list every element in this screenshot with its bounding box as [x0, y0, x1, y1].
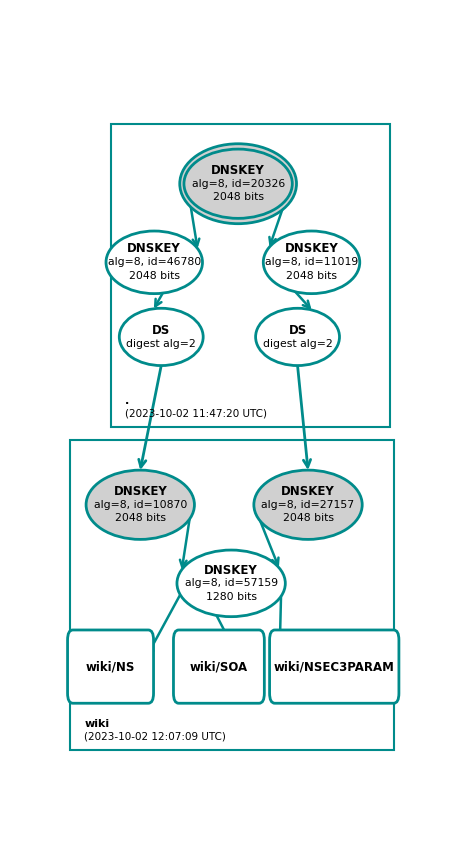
- Text: DS: DS: [152, 324, 170, 336]
- Text: 2048 bits: 2048 bits: [115, 513, 166, 523]
- FancyBboxPatch shape: [270, 630, 399, 703]
- Text: alg=8, id=27157: alg=8, id=27157: [262, 500, 354, 509]
- FancyBboxPatch shape: [68, 630, 153, 703]
- Text: alg=8, id=46780: alg=8, id=46780: [108, 257, 201, 267]
- Text: DNSKEY: DNSKEY: [204, 563, 258, 577]
- Ellipse shape: [119, 308, 203, 366]
- Text: DS: DS: [289, 324, 307, 336]
- Ellipse shape: [184, 149, 292, 218]
- Text: DNSKEY: DNSKEY: [281, 485, 335, 498]
- Text: (2023-10-02 12:07:09 UTC): (2023-10-02 12:07:09 UTC): [84, 732, 226, 742]
- Ellipse shape: [177, 550, 285, 617]
- Ellipse shape: [254, 471, 362, 540]
- Ellipse shape: [256, 308, 340, 366]
- Ellipse shape: [263, 231, 360, 293]
- Text: .: .: [124, 395, 129, 406]
- Text: 1280 bits: 1280 bits: [206, 592, 257, 602]
- Text: 2048 bits: 2048 bits: [286, 271, 337, 280]
- Text: wiki/NS: wiki/NS: [86, 660, 135, 673]
- Text: alg=8, id=57159: alg=8, id=57159: [184, 579, 278, 588]
- Text: alg=8, id=11019: alg=8, id=11019: [265, 257, 358, 267]
- Text: digest alg=2: digest alg=2: [126, 338, 196, 349]
- Text: wiki/NSEC3PARAM: wiki/NSEC3PARAM: [274, 660, 395, 673]
- Text: (2023-10-02 11:47:20 UTC): (2023-10-02 11:47:20 UTC): [124, 409, 267, 419]
- Text: 2048 bits: 2048 bits: [129, 271, 180, 280]
- Bar: [70, 440, 394, 750]
- Ellipse shape: [106, 231, 202, 293]
- Text: wiki: wiki: [84, 719, 110, 728]
- Text: 2048 bits: 2048 bits: [212, 192, 264, 202]
- FancyBboxPatch shape: [174, 630, 264, 703]
- Text: digest alg=2: digest alg=2: [262, 338, 332, 349]
- Ellipse shape: [86, 471, 194, 540]
- Text: DNSKEY: DNSKEY: [211, 163, 265, 177]
- Text: 2048 bits: 2048 bits: [282, 513, 334, 523]
- Text: DNSKEY: DNSKEY: [285, 242, 338, 255]
- Bar: [110, 124, 390, 426]
- Text: alg=8, id=10870: alg=8, id=10870: [93, 500, 187, 509]
- Text: DNSKEY: DNSKEY: [113, 485, 167, 498]
- Text: DNSKEY: DNSKEY: [127, 242, 181, 255]
- Text: wiki/SOA: wiki/SOA: [190, 660, 248, 673]
- Ellipse shape: [180, 144, 296, 224]
- Text: alg=8, id=20326: alg=8, id=20326: [192, 179, 285, 189]
